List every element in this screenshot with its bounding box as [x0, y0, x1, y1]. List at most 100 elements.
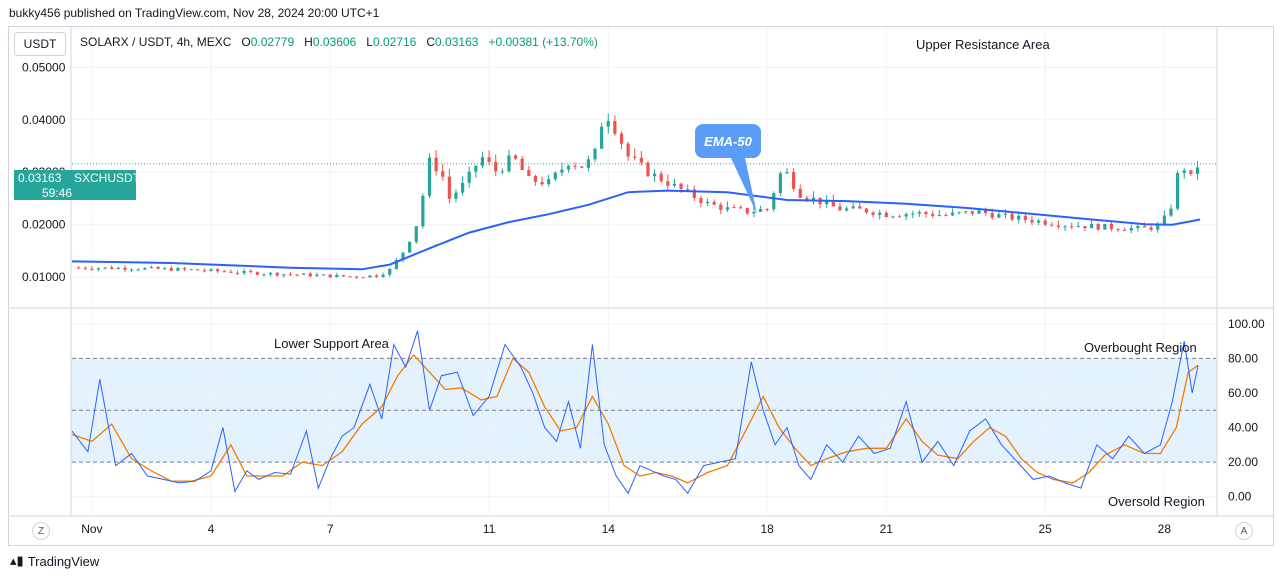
- candle-body: [474, 165, 478, 172]
- currency-button[interactable]: USDT: [14, 32, 66, 56]
- candle-body: [1076, 226, 1080, 228]
- candle-body: [606, 121, 610, 127]
- candle-body: [533, 175, 538, 182]
- candle-body: [672, 183, 677, 186]
- candle-body: [1023, 215, 1027, 221]
- legend-l-label: L: [366, 35, 373, 49]
- candle-body: [182, 268, 187, 270]
- candle-body: [321, 274, 326, 276]
- stoch-k-line: [71, 330, 1199, 495]
- candle-body: [401, 252, 405, 260]
- legend-c-label: C: [426, 35, 436, 49]
- candle-body: [984, 210, 988, 214]
- candle-body: [255, 272, 259, 275]
- candle-body: [1010, 213, 1014, 220]
- candle-body: [129, 269, 134, 271]
- candle-body: [1169, 208, 1173, 216]
- candle-body: [752, 211, 756, 214]
- candle-body: [1136, 226, 1140, 229]
- candle-body: [196, 269, 200, 271]
- candle-body: [864, 208, 869, 213]
- oversold-label: Oversold Region: [1108, 494, 1205, 509]
- candle-body: [1056, 225, 1061, 227]
- candle-body: [600, 126, 604, 149]
- auto-scale-button[interactable]: A: [1235, 522, 1253, 540]
- candle-body: [838, 206, 842, 211]
- time-tick-label: 18: [760, 522, 774, 536]
- stoch-d-line: [71, 353, 1199, 484]
- candle-body: [705, 201, 710, 204]
- candle-body: [613, 121, 617, 134]
- candlesticks: [77, 113, 1200, 279]
- tradingview-logo[interactable]: ▴▮ TradingView: [10, 553, 99, 569]
- candle-body: [176, 268, 180, 271]
- candle-body: [639, 157, 643, 163]
- candle-body: [547, 179, 551, 185]
- candle-body: [798, 188, 802, 198]
- candle-body: [361, 277, 365, 279]
- time-tick-label: 11: [483, 522, 496, 536]
- candle-body: [308, 273, 312, 277]
- candle-body: [156, 266, 160, 269]
- candle-body: [1103, 223, 1107, 230]
- publisher-line: bukky456 published on TradingView.com, N…: [9, 6, 380, 20]
- candle-body: [414, 226, 418, 242]
- candle-body: [560, 169, 564, 173]
- legend-change: +0.00381 (+13.70%): [488, 35, 598, 49]
- price-tick-label: 0.04000: [22, 113, 66, 127]
- candle-body: [891, 216, 895, 218]
- candle-body: [937, 215, 941, 217]
- candle-body: [1003, 213, 1008, 215]
- ema50-line: [71, 189, 1201, 271]
- candle-body: [355, 276, 359, 278]
- candle-body: [911, 213, 915, 215]
- candle-body: [950, 212, 955, 216]
- stoch-axis-labels: 100.00 80.00 60.00 40.00 20.00 0.00: [1228, 317, 1265, 504]
- candle-body: [990, 213, 994, 218]
- candle-body: [116, 267, 120, 270]
- lower-support-label: Lower Support Area: [274, 336, 389, 351]
- candle-body: [136, 269, 140, 271]
- candle-body: [421, 195, 425, 227]
- candle-body: [1149, 227, 1153, 230]
- candle-body: [222, 271, 226, 273]
- candle-body: [507, 155, 511, 172]
- candle-body: [143, 267, 147, 270]
- candle-body: [844, 208, 849, 211]
- candle-body: [851, 206, 855, 209]
- price-tick-label: 0.02000: [22, 218, 66, 232]
- candle-body: [513, 155, 518, 159]
- candle-body: [202, 270, 207, 272]
- candle-body: [434, 157, 438, 172]
- legend-high: 0.03606: [312, 35, 357, 49]
- time-tick-label: Nov: [81, 522, 102, 536]
- candle-body: [825, 200, 829, 205]
- candle-body: [1043, 220, 1047, 225]
- candle-body: [90, 268, 94, 270]
- ema-callout[interactable]: EMA-50: [695, 124, 761, 158]
- candle-body: [931, 214, 935, 216]
- candle-body: [619, 133, 624, 144]
- candle-body: [699, 198, 703, 204]
- candle-body: [626, 143, 630, 157]
- candle-body: [447, 176, 451, 199]
- candle-body: [739, 207, 743, 209]
- stoch-tick-label: 60.00: [1228, 386, 1258, 400]
- candle-body: [1142, 226, 1147, 228]
- candle-body: [381, 274, 385, 277]
- candle-body: [288, 274, 293, 276]
- badge-symbol: SXCHUSDT: [74, 171, 141, 185]
- candle-body: [540, 181, 544, 185]
- zoom-button[interactable]: Z: [32, 522, 50, 540]
- candle-body: [282, 274, 286, 276]
- upper-resistance-label: Upper Resistance Area: [916, 37, 1050, 52]
- candle-body: [328, 274, 332, 278]
- candle-body: [374, 275, 379, 277]
- candle-body: [467, 171, 471, 183]
- legend-close: 0.03163: [435, 35, 479, 49]
- candle-body: [785, 172, 789, 174]
- candle-body: [957, 212, 961, 214]
- candle-body: [169, 268, 173, 271]
- legend-low: 0.02716: [372, 35, 417, 49]
